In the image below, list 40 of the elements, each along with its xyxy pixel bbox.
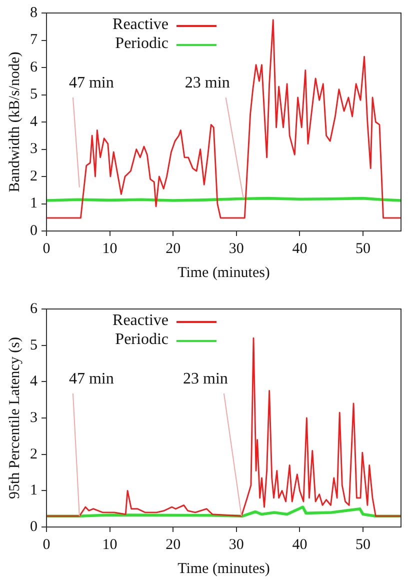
y-tick-label: 7 — [30, 32, 38, 48]
x-tick-label: 20 — [166, 240, 181, 257]
legend-label: Periodic — [115, 331, 168, 348]
y-axis-title: 95th Percentile Latency (s) — [6, 336, 23, 500]
x-axis-title: Time (minutes) — [178, 560, 270, 577]
annotation: 47 min — [68, 370, 114, 388]
x-tick-label: 30 — [228, 240, 244, 257]
y-tick-label: 6 — [30, 300, 38, 317]
x-tick-label: 0 — [42, 536, 50, 553]
x-tick-label: 20 — [166, 536, 181, 553]
annotation: 47 min — [68, 74, 114, 92]
y-tick-label: 2 — [30, 168, 38, 184]
annotation: 23 min — [184, 74, 230, 92]
y-axis-title: Bandwidth (kB/s/node) — [6, 52, 23, 192]
y-tick-label: 0 — [30, 222, 38, 239]
legend-label: Reactive — [112, 16, 168, 34]
y-tick-label: 1 — [30, 196, 38, 212]
legend-label: Periodic — [115, 35, 168, 52]
legend-label: Reactive — [112, 312, 168, 330]
y-tick-label: 3 — [30, 410, 38, 426]
y-tick-label: 4 — [30, 114, 38, 130]
x-tick-label: 10 — [102, 240, 118, 257]
x-tick-label: 10 — [102, 536, 118, 553]
x-axis-title: Time (minutes) — [178, 264, 270, 281]
y-tick-label: 5 — [30, 337, 38, 354]
y-tick-label: 1 — [30, 482, 38, 499]
y-tick-label: 5 — [30, 86, 38, 103]
y-tick-label: 2 — [30, 446, 38, 462]
annotation: 23 min — [183, 370, 228, 388]
y-tick-label: 0 — [30, 518, 38, 535]
x-tick-label: 50 — [356, 240, 371, 257]
x-tick-label: 50 — [356, 536, 371, 553]
x-tick-label: 30 — [228, 536, 244, 553]
y-tick-label: 6 — [30, 59, 38, 76]
x-tick-label: 40 — [292, 240, 308, 257]
x-tick-label: 40 — [292, 536, 308, 553]
y-tick-label: 4 — [30, 374, 38, 390]
x-tick-label: 0 — [42, 240, 50, 257]
y-tick-label: 3 — [30, 141, 38, 158]
y-tick-label: 8 — [30, 4, 38, 21]
